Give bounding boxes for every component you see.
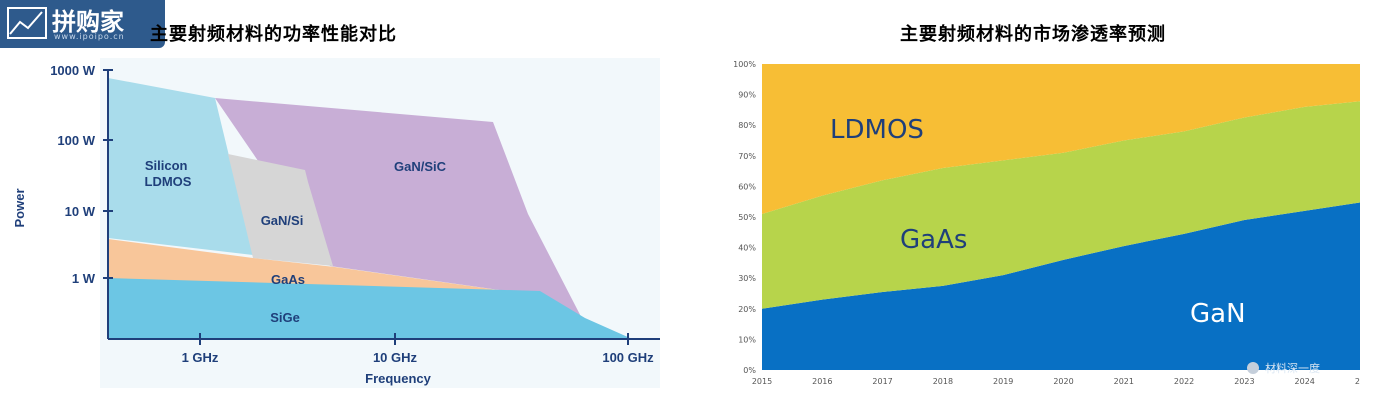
label-gaas: GaAs (900, 225, 967, 255)
x-tick-label: 2021 (1114, 377, 1134, 386)
region-gan-si (228, 154, 333, 266)
y-tick-label: 100% (733, 60, 756, 69)
left-chart-title: 主要射频材料的功率性能对比 (150, 24, 397, 45)
x-tick-label: 1 GHz (182, 350, 219, 365)
x-tick-label: 2019 (993, 377, 1013, 386)
x-tick-label: 2018 (933, 377, 953, 386)
y-tick-label: 40% (738, 244, 756, 253)
logo-url: www.ipoipo.cn (54, 32, 125, 41)
y-tick-label: 20% (738, 305, 756, 314)
logo-mark-icon (7, 7, 47, 39)
y-tick-label: 70% (738, 152, 756, 161)
chat-bubble-icon (1247, 362, 1259, 374)
x-tick-label: 2020 (1053, 377, 1073, 386)
label-gan: GaN (1190, 299, 1246, 329)
x-tick-label: 100 GHz (602, 350, 654, 365)
x-tick-label: 2025 (1355, 377, 1360, 386)
logo-text: 拼购家 (52, 8, 124, 36)
y-tick-label: 10 W (65, 204, 96, 219)
label-sige: SiGe (270, 310, 300, 325)
x-axis-label: Frequency (365, 371, 432, 386)
watermark-text: 材料深一度 (1265, 361, 1320, 375)
power-frequency-chart: 1000 W 100 W 10 W 1 W 1 GHz 10 GHz 100 G… (12, 58, 660, 388)
region-sige (108, 278, 630, 338)
region-silicon-ldmos (108, 78, 253, 255)
label-gan-si: GaN/Si (261, 213, 304, 228)
stacked-areas (762, 64, 1360, 370)
x-tick-label: 2022 (1174, 377, 1194, 386)
y-tick-label: 80% (738, 121, 756, 130)
y-tick-label: 90% (738, 91, 756, 100)
y-tick-label: 1000 W (50, 63, 96, 78)
market-share-chart: 0%10%20%30%40%50%60%70%80%90%100% 2015 20… (733, 60, 1360, 386)
label-ldmos: LDMOS (830, 115, 924, 145)
y-tick-label: 30% (738, 274, 756, 283)
y-tick-label: 0% (743, 366, 756, 375)
x-tick-label: 2024 (1295, 377, 1315, 386)
y-axis-label: Power (12, 188, 27, 227)
area-ldmos (762, 64, 1360, 214)
right-chart-title: 主要射频材料的市场渗透率预测 (900, 24, 1166, 45)
area-gan (762, 202, 1360, 370)
area-gaas (762, 101, 1360, 309)
region-gan-sic (215, 98, 590, 334)
y-tick-label: 50% (738, 213, 756, 222)
y-axis-ticks: 0% 10% 20% 30% 40% 50% 60% 70% 80% 90% 100% (733, 60, 756, 375)
y-tick-label: 1 W (72, 271, 96, 286)
site-logo: 拼购家 www.ipoipo.cn (0, 0, 165, 48)
y-tick-label: 10% (738, 335, 756, 344)
y-tick-label: 60% (738, 182, 756, 191)
label-gan-sic: GaN/SiC (394, 159, 447, 174)
x-tick-label: 10 GHz (373, 350, 418, 365)
watermark: 材料深一度 (1247, 361, 1320, 375)
x-tick-label: 2016 (812, 377, 832, 386)
y-tick-label: 100 W (57, 133, 95, 148)
label-silicon-ldmos: Silicon LDMOS (145, 158, 192, 189)
x-tick-label: 2017 (872, 377, 892, 386)
label-gaas: GaAs (271, 272, 305, 287)
x-axis-ticks: 2015 2016 2017 2018 2019 2020 2021 2022 2023 2024… (752, 377, 1360, 386)
x-tick-label: 2015 (752, 377, 772, 386)
x-tick-label: 2023 (1234, 377, 1254, 386)
